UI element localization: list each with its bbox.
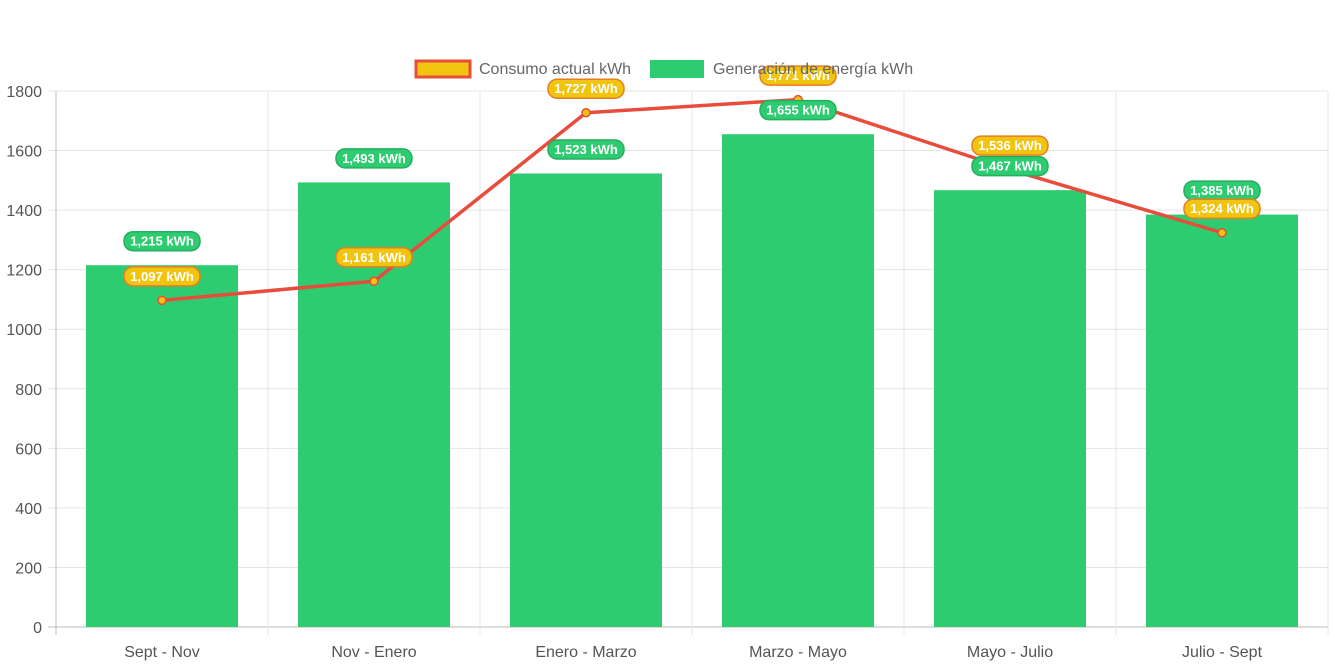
- x-tick-label: Enero - Marzo: [535, 644, 636, 661]
- bar-generacion[interactable]: [1146, 214, 1298, 628]
- data-label-generacion-text: 1,523 kWh: [554, 142, 618, 157]
- y-tick-label: 800: [15, 382, 42, 399]
- x-tick-label: Nov - Enero: [331, 644, 416, 661]
- data-label-generacion-bg: [335, 148, 413, 169]
- bars-layer: [86, 134, 1298, 628]
- y-tick-label: 600: [15, 441, 42, 458]
- point-consumo[interactable]: [157, 295, 167, 306]
- data-label-consumo-text: 1,727 kWh: [554, 81, 618, 96]
- y-tick-label: 1400: [6, 203, 42, 220]
- data-label-generacion-bg: [971, 155, 1049, 177]
- y-tick-label: 1200: [6, 263, 42, 280]
- data-label-consumo-text: 1,324 kWh: [1190, 201, 1254, 216]
- data-label-consumo: 1,161 kWh: [335, 247, 413, 268]
- data-label-generacion: 1,655 kWh: [759, 99, 837, 121]
- grid-layer: [48, 90, 1329, 635]
- data-label-generacion-text: 1,215 kWh: [130, 234, 194, 249]
- y-tick-label: 400: [15, 501, 42, 518]
- data-label-consumo: 1,097 kWh: [123, 266, 201, 287]
- data-label-generacion-bg: [547, 139, 625, 160]
- axis-labels-layer: 0 200 400 600 800 1000 1200 1400 1600 1800 Sept - …: [6, 84, 1262, 661]
- y-tick-label: 1600: [6, 144, 42, 161]
- data-label-consumo-bg: [1183, 198, 1261, 219]
- data-label-consumo-bg: [971, 135, 1049, 156]
- y-tick-label: 0: [33, 620, 42, 637]
- data-label-consumo-text: 1,097 kWh: [130, 269, 194, 284]
- y-tick-label: 200: [15, 560, 42, 577]
- x-tick-label: Mayo - Julio: [967, 644, 1053, 661]
- data-label-generacion: 1,493 kWh: [335, 148, 413, 169]
- data-label-generacion-text: 1,467 kWh: [978, 159, 1042, 174]
- bar-generacion[interactable]: [934, 190, 1086, 627]
- data-label-consumo: 1,324 kWh: [1183, 198, 1261, 219]
- data-label-generacion: 1,467 kWh: [971, 155, 1049, 177]
- data-labels-layer: 1,215 kWh 1,493 kWh 1,523 kWh 1,655 kWh 1,46…: [123, 65, 1261, 287]
- data-label-consumo: 1,727 kWh: [547, 78, 625, 99]
- x-tick-label: Marzo - Mayo: [749, 644, 847, 661]
- data-label-generacion-bg: [123, 230, 201, 252]
- bar-generacion[interactable]: [722, 134, 874, 627]
- legend-swatch-consumo[interactable]: [414, 59, 472, 79]
- data-label-consumo-bg: [759, 65, 837, 86]
- y-tick-label: 1800: [6, 84, 42, 101]
- point-consumo[interactable]: [1217, 227, 1227, 238]
- legend-label-consumo[interactable]: Consumo actual kWh: [479, 61, 631, 78]
- bar-generacion[interactable]: [86, 265, 238, 627]
- legend: Consumo actual kWh Generación de energía…: [414, 59, 913, 79]
- data-label-generacion-text: 1,493 kWh: [342, 151, 406, 166]
- data-label-consumo-bg: [123, 266, 201, 287]
- data-label-generacion-bg: [759, 99, 837, 121]
- bar-generacion[interactable]: [510, 173, 662, 628]
- line-consumo: [161, 97, 1223, 303]
- point-consumo[interactable]: [369, 276, 379, 287]
- legend-label-generacion[interactable]: Generación de energía kWh: [713, 61, 913, 78]
- data-label-consumo-bg: [335, 247, 413, 268]
- data-label-generacion-text: 1,655 kWh: [766, 103, 830, 118]
- x-tick-label: Sept - Nov: [124, 644, 200, 661]
- data-label-consumo: 1,536 kWh: [971, 135, 1049, 156]
- data-label-generacion-text: 1,385 kWh: [1190, 183, 1254, 198]
- legend-swatch-generacion[interactable]: [650, 60, 704, 78]
- point-consumo[interactable]: [581, 107, 591, 118]
- x-tick-label: Julio - Sept: [1182, 644, 1263, 661]
- data-label-consumo-text: 1,161 kWh: [342, 250, 406, 265]
- data-label-generacion: 1,385 kWh: [1183, 180, 1261, 201]
- data-label-consumo-text: 1,771 kWh: [766, 68, 830, 83]
- data-label-generacion: 1,215 kWh: [123, 230, 201, 252]
- data-label-generacion: 1,523 kWh: [547, 139, 625, 160]
- y-tick-label: 1000: [6, 322, 42, 339]
- data-label-consumo-bg: [547, 78, 625, 99]
- data-label-consumo: 1,771 kWh: [759, 65, 837, 86]
- data-label-consumo-text: 1,536 kWh: [978, 138, 1042, 153]
